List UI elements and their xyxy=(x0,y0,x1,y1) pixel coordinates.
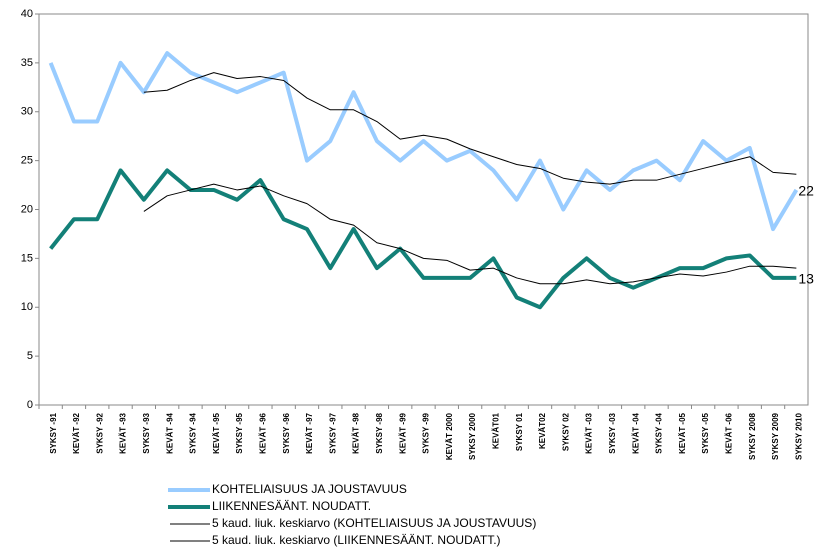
x-tick-label: SYKSY -04 xyxy=(655,412,664,453)
y-tick-label: 25 xyxy=(21,155,33,167)
series-line xyxy=(48,51,799,232)
x-tick-label: KEVÄT -03 xyxy=(585,412,594,453)
x-tick-label: SYKSY 2009 xyxy=(771,412,780,460)
y-tick-label: 20 xyxy=(21,203,33,215)
x-tick-label: SYKSY -93 xyxy=(142,412,151,453)
x-tick-label: KEVÄT -92 xyxy=(72,412,81,453)
x-tick-label: KEVÄT -05 xyxy=(678,412,687,453)
x-tick-label: KEVÄT -97 xyxy=(305,412,314,453)
series-line xyxy=(143,72,797,185)
legend-label: KOHTELIAISUUS JA JOUSTAVUUS xyxy=(212,482,407,496)
x-tick-label: KEVÄT -95 xyxy=(212,412,221,453)
data-label: 22 xyxy=(798,183,814,199)
y-tick-label: 5 xyxy=(27,350,33,362)
x-tick-label: SYKSY -96 xyxy=(282,412,291,453)
x-tick-label: KEVÄT01 xyxy=(492,412,501,449)
x-tick-label: SYKSY 01 xyxy=(515,412,524,451)
x-tick-label: SYKSY 2008 xyxy=(748,412,757,460)
x-tick-label: KEVÄT -93 xyxy=(119,412,128,453)
x-tick-label: KEVÄT02 xyxy=(538,412,547,449)
series-line xyxy=(143,183,797,285)
x-tick-label: SYKSY 2010 xyxy=(794,412,803,460)
x-tick-label: KEVÄT 2000 xyxy=(445,412,454,460)
legend-label: 5 kaud. liuk. keskiarvo (KOHTELIAISUUS J… xyxy=(212,516,536,530)
y-tick-label: 0 xyxy=(27,399,33,411)
y-tick-label: 35 xyxy=(21,57,33,69)
x-tick-label: SYKSY -94 xyxy=(189,412,198,453)
x-tick-label: SYKSY 02 xyxy=(561,412,570,451)
x-tick-label: KEVÄT -06 xyxy=(725,412,734,453)
y-tick-label: 30 xyxy=(21,106,33,118)
series-line xyxy=(49,168,797,310)
legend-label: LIIKENNESÄÄNT. NOUDATT. xyxy=(212,499,371,513)
x-tick-label: SYKSY -99 xyxy=(422,412,431,453)
x-tick-label: SYKSY 2000 xyxy=(468,412,477,460)
x-tick-label: SYKSY -05 xyxy=(701,412,710,453)
x-tick-label: KEVÄT -04 xyxy=(631,412,640,453)
x-tick-label: KEVÄT -99 xyxy=(398,412,407,453)
y-tick-label: 15 xyxy=(21,252,33,264)
x-tick-label: SYKSY -03 xyxy=(608,412,617,453)
y-tick-label: 10 xyxy=(21,301,33,313)
data-label: 13 xyxy=(798,271,814,287)
x-tick-label: SYKSY -91 xyxy=(49,412,58,453)
x-tick-label: SYKSY -95 xyxy=(235,412,244,453)
x-tick-label: KEVÄT -96 xyxy=(258,412,267,453)
x-tick-label: SYKSY -92 xyxy=(95,412,104,453)
x-tick-label: KEVÄT -94 xyxy=(165,412,174,453)
x-tick-label: SYKSY -98 xyxy=(375,412,384,453)
y-tick-label: 40 xyxy=(21,8,33,20)
x-tick-label: KEVÄT -98 xyxy=(352,412,361,453)
legend-label: 5 kaud. liuk. keskiarvo (LIIKENNESÄÄNT. … xyxy=(212,533,501,547)
x-tick-label: SYKSY -97 xyxy=(328,412,337,453)
